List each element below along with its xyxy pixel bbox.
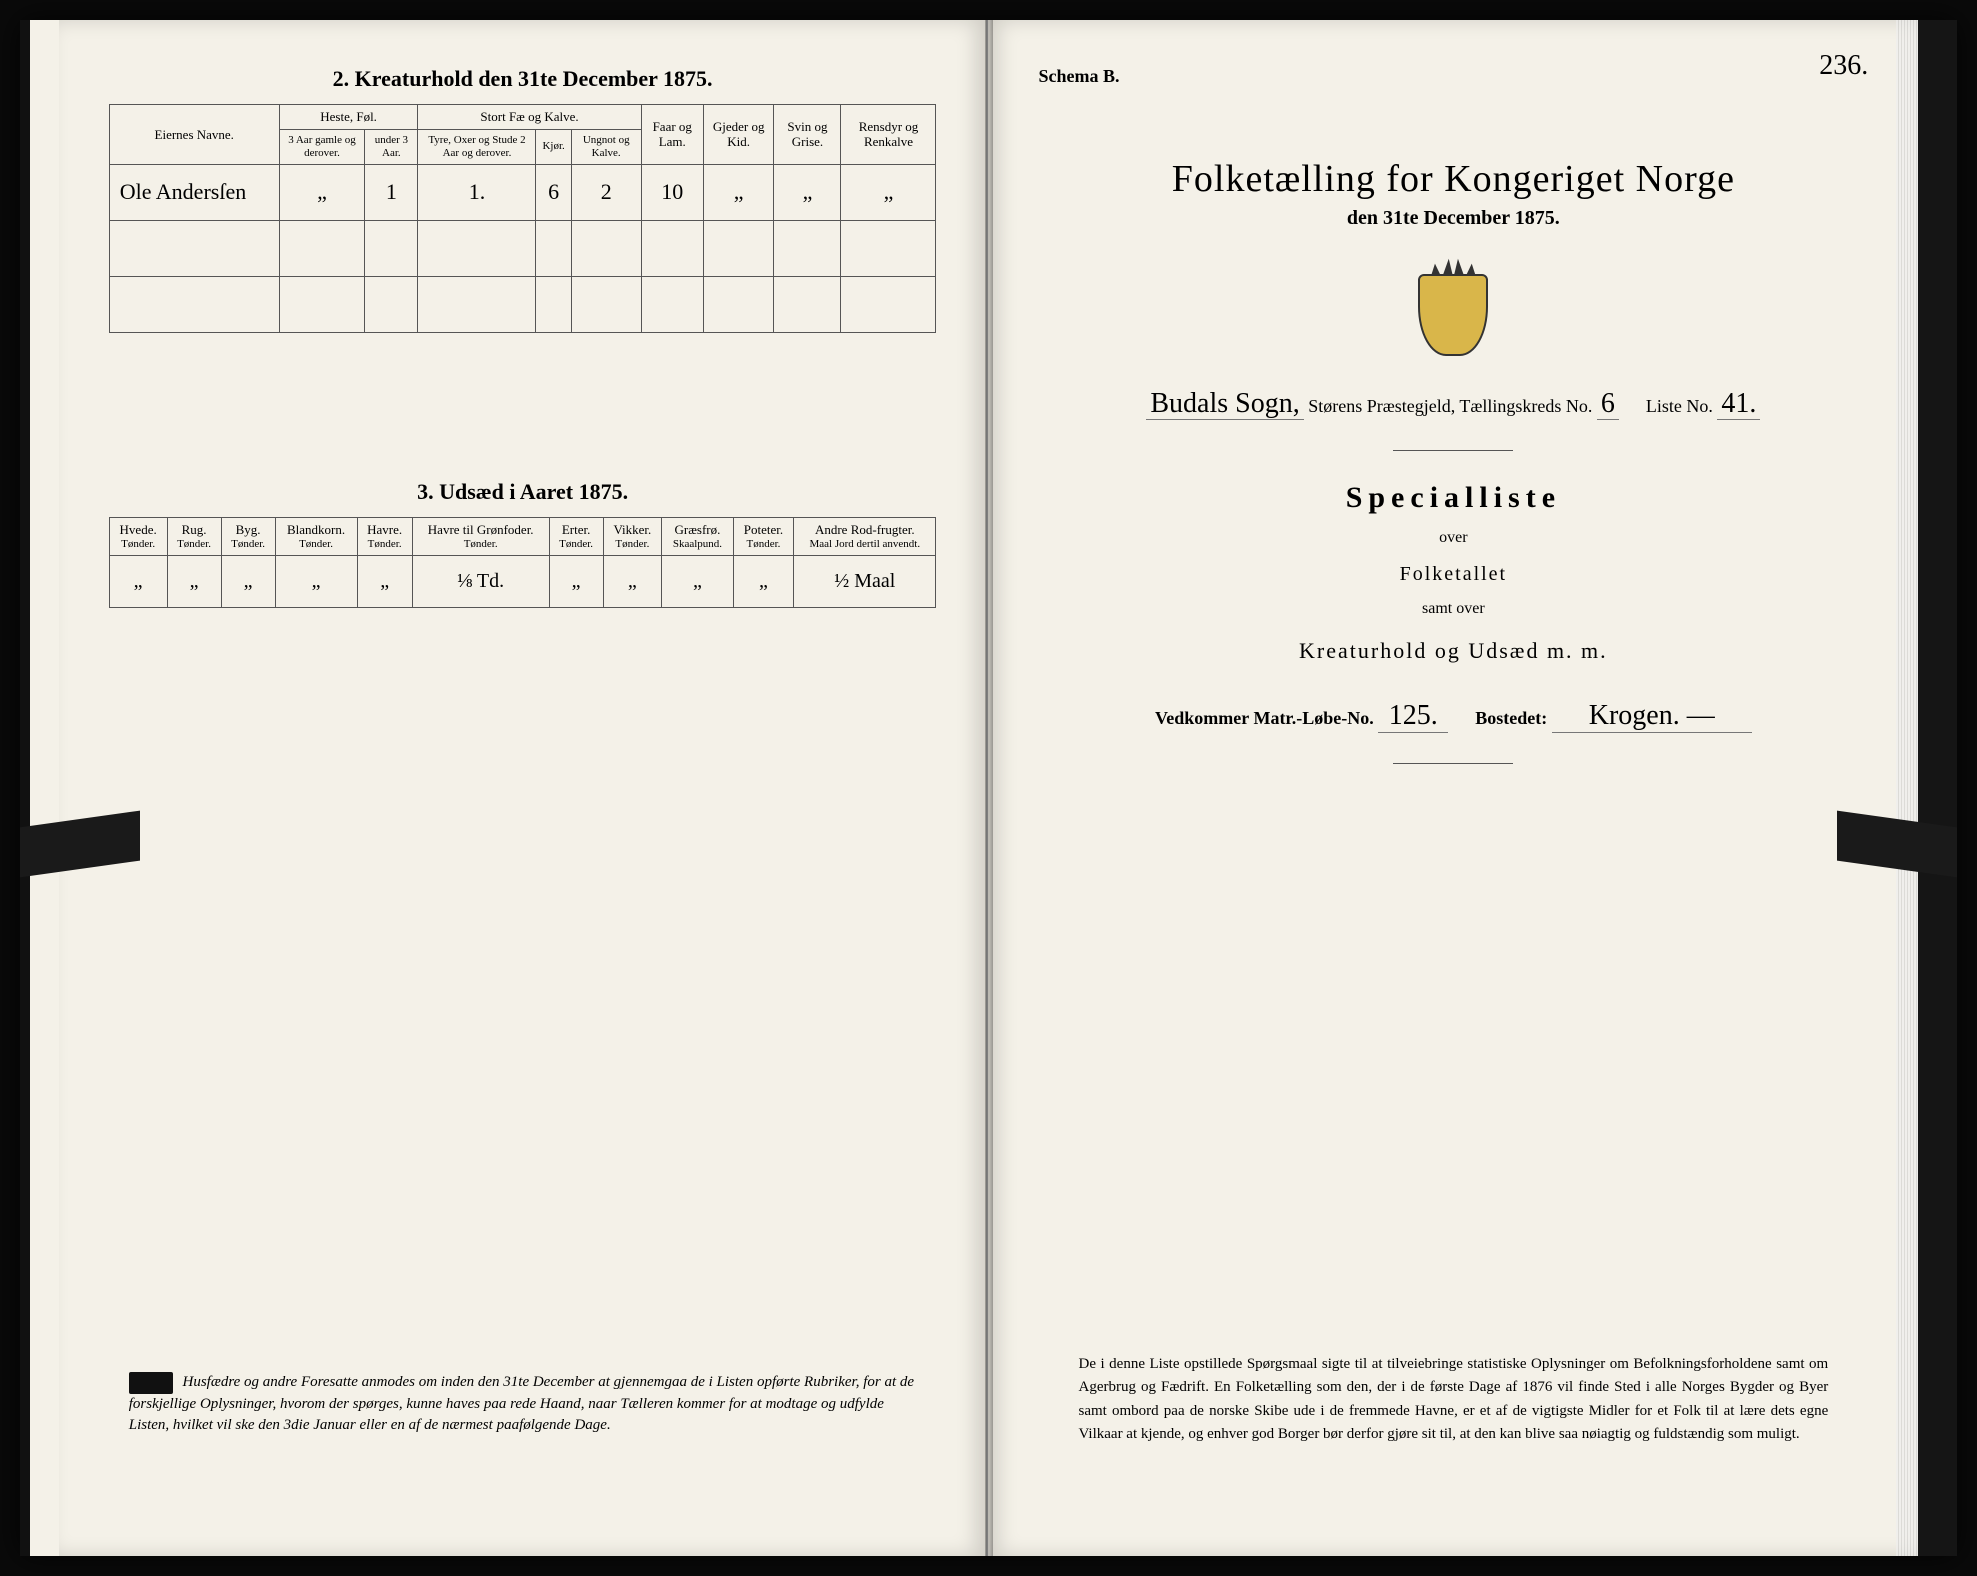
matr-no: 125.	[1378, 700, 1448, 733]
col-graes: Græsfrø.Skaalpund.	[662, 517, 734, 555]
section3-title: 3. Udsæd i Aaret 1875.	[109, 479, 937, 505]
census-title: Folketælling for Kongeriget Norge	[1038, 157, 1868, 201]
liste-no: 41.	[1717, 388, 1760, 420]
kreaturhold-label: Kreaturhold og Udsæd m. m.	[1038, 638, 1868, 664]
col-havre: Havre.Tønder.	[357, 517, 412, 555]
cell-fae-c: 2	[571, 164, 641, 220]
cell-fae-a: 1.	[418, 164, 536, 220]
col-heste-b: under 3 Aar.	[365, 129, 418, 164]
cell-hvede: „	[109, 555, 167, 607]
right-page: Schema B. 236. Folketælling for Kongerig…	[988, 20, 1918, 1556]
matr-line: Vedkommer Matr.-Løbe-No. 125. Bostedet: …	[1038, 700, 1868, 733]
col-havre-gron: Havre til Grønfoder.Tønder.	[412, 517, 549, 555]
page-edge-stack	[1896, 20, 1918, 1556]
cell-erter: „	[549, 555, 603, 607]
col-erter: Erter.Tønder.	[549, 517, 603, 555]
over-label: over	[1038, 529, 1868, 547]
section2-title: 2. Kreaturhold den 31te December 1875.	[109, 66, 937, 92]
sogn-value: Budals Sogn,	[1146, 388, 1303, 420]
schema-label: Schema B.	[1038, 66, 1868, 87]
divider	[1393, 450, 1513, 451]
cell-fae-b: 6	[536, 164, 571, 220]
bostedet-label: Bostedet:	[1475, 708, 1547, 728]
col-hvede: Hvede.Tønder.	[109, 517, 167, 555]
cell-rug: „	[167, 555, 221, 607]
divider	[1393, 763, 1513, 764]
udsaed-table: Hvede.Tønder. Rug.Tønder. Byg.Tønder. Bl…	[109, 517, 937, 608]
parish-fixed-text: Størens Præstegjeld, Tællingskreds No.	[1308, 396, 1592, 416]
col-rensdyr: Rensdyr og Renkalve	[841, 105, 936, 165]
col-gjeder: Gjeder og Kid.	[703, 105, 773, 165]
census-subtitle: den 31te December 1875.	[1038, 207, 1868, 230]
left-footnote: Husfædre og andre Foresatte anmodes om i…	[129, 1372, 917, 1436]
table-row-empty	[109, 220, 936, 276]
cell-heste-a: „	[279, 164, 364, 220]
col-rodfrugter: Andre Rod-frugter.Maal Jord dertil anven…	[794, 517, 936, 555]
cell-rod: ½ Maal	[794, 555, 936, 607]
left-page: 2. Kreaturhold den 31te December 1875. E…	[59, 20, 989, 1556]
coat-of-arms-icon	[1408, 254, 1498, 364]
col-byg: Byg.Tønder.	[221, 517, 275, 555]
col-rug: Rug.Tønder.	[167, 517, 221, 555]
kreds-no: 6	[1597, 388, 1619, 420]
specialliste-heading: Specialliste	[1038, 481, 1868, 515]
parish-line: Budals Sogn, Størens Præstegjeld, Tællin…	[1038, 388, 1868, 420]
cell-bland: „	[275, 555, 357, 607]
table-row: Ole Andersſen „ 1 1. 6 2 10 „ „ „	[109, 164, 936, 220]
samt-label: samt over	[1038, 600, 1868, 618]
cell-vikker: „	[603, 555, 662, 607]
page-number: 236.	[1819, 50, 1868, 82]
cell-havre-gron: ⅛ Td.	[412, 555, 549, 607]
cell-faar: 10	[641, 164, 703, 220]
pointing-hand-icon	[129, 1372, 173, 1394]
cell-pot: „	[733, 555, 793, 607]
col-owner-name: Eiernes Navne.	[109, 105, 279, 165]
bostedet-value: Krogen. —	[1552, 700, 1752, 733]
right-footnote: De i denne Liste opstillede Spørgsmaal s…	[1078, 1353, 1828, 1446]
cell-svin: „	[774, 164, 841, 220]
cell-ren: „	[841, 164, 936, 220]
folketallet-label: Folketallet	[1038, 563, 1868, 586]
footnote-text: Husfædre og andre Foresatte anmodes om i…	[129, 1374, 914, 1433]
kreaturhold-table: Eiernes Navne. Heste, Føl. Stort Fæ og K…	[109, 104, 937, 333]
table-row-empty	[109, 276, 936, 332]
cell-heste-b: 1	[365, 164, 418, 220]
cell-havre: „	[357, 555, 412, 607]
liste-label: Liste No.	[1646, 396, 1713, 416]
col-group-heste: Heste, Føl.	[279, 105, 418, 130]
cell-byg: „	[221, 555, 275, 607]
col-fae-a: Tyre, Oxer og Stude 2 Aar og derover.	[418, 129, 536, 164]
col-faar: Faar og Lam.	[641, 105, 703, 165]
col-fae-c: Ungnot og Kalve.	[571, 129, 641, 164]
cell-graes: „	[662, 555, 734, 607]
col-fae-b: Kjør.	[536, 129, 571, 164]
col-group-fae: Stort Fæ og Kalve.	[418, 105, 641, 130]
col-vikker: Vikker.Tønder.	[603, 517, 662, 555]
book-spread: 2. Kreaturhold den 31te December 1875. E…	[20, 20, 1957, 1556]
col-poteter: Poteter.Tønder.	[733, 517, 793, 555]
col-svin: Svin og Grise.	[774, 105, 841, 165]
table-row: „ „ „ „ „ ⅛ Td. „ „ „ „ ½ Maal	[109, 555, 936, 607]
binding-edge	[20, 20, 60, 1556]
matr-label: Vedkommer Matr.-Løbe-No.	[1155, 708, 1374, 728]
col-heste-a: 3 Aar gamle og derover.	[279, 129, 364, 164]
col-bland: Blandkorn.Tønder.	[275, 517, 357, 555]
cell-gjed: „	[703, 164, 773, 220]
cell-owner: Ole Andersſen	[109, 164, 279, 220]
book-spine	[985, 20, 993, 1556]
